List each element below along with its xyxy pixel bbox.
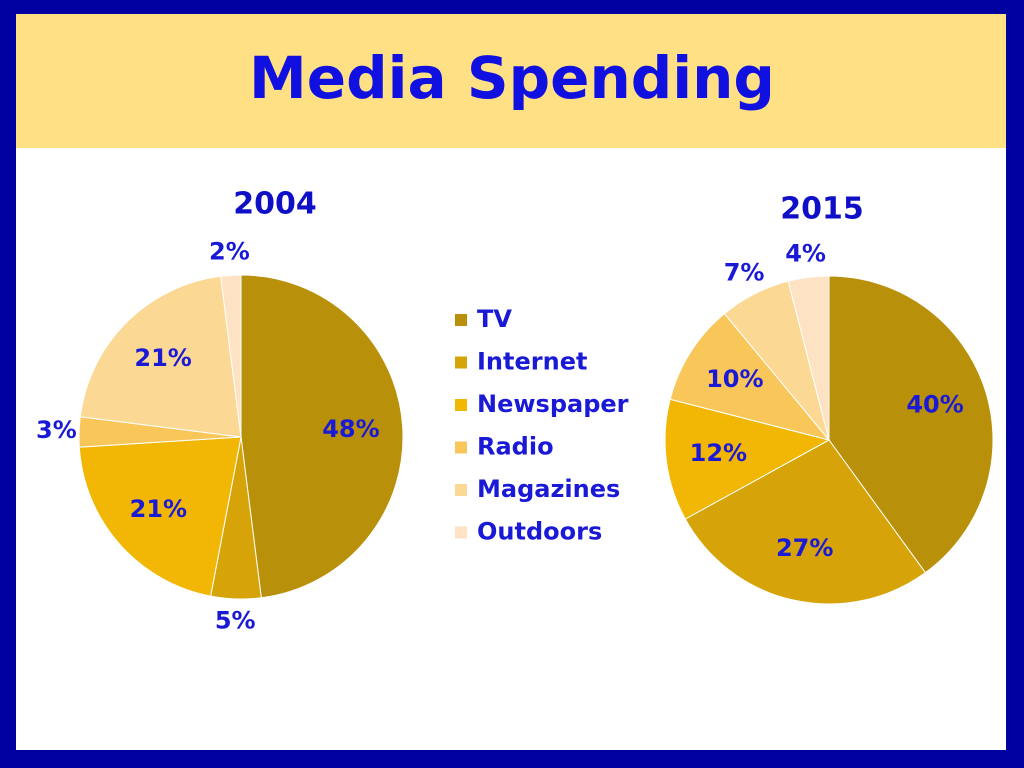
value-label: 27% (776, 534, 833, 562)
pie-slice (684, 439, 927, 605)
value-label: 21% (134, 344, 191, 372)
header (16, 14, 1006, 148)
legend-swatch (455, 484, 467, 496)
legend-swatch (455, 441, 467, 454)
pie-slice (240, 274, 404, 599)
pie-title: 2015 (780, 192, 864, 227)
pie-slice (664, 398, 831, 520)
value-label: 4% (785, 240, 826, 268)
pie-slice (669, 312, 831, 441)
legend-swatch (455, 314, 467, 326)
value-label: 2% (209, 238, 250, 266)
legend-swatch (455, 356, 467, 369)
legend-label: Radio (477, 433, 554, 461)
pie-slice (220, 274, 242, 438)
pie-slice (828, 275, 994, 574)
value-label: 48% (322, 415, 379, 443)
legend-swatch (455, 399, 467, 411)
legend-label: Outdoors (477, 518, 602, 546)
legend-label: Magazines (477, 475, 620, 503)
value-label: 7% (724, 258, 765, 286)
pie-slice (78, 436, 242, 597)
legend-swatch (455, 526, 467, 539)
value-label: 5% (215, 607, 256, 635)
value-label: 12% (690, 439, 747, 467)
value-label: 21% (130, 495, 187, 523)
pie-title: 2004 (233, 187, 317, 222)
legend-label: TV (477, 305, 512, 333)
value-label: 3% (36, 416, 77, 444)
slide-title: Media Spending (249, 44, 775, 112)
pie-slice (787, 275, 830, 441)
legend-label: Internet (477, 348, 587, 376)
legend-label: Newspaper (477, 390, 629, 418)
value-label: 10% (706, 365, 763, 393)
pie-slice (79, 275, 242, 438)
value-label: 40% (906, 391, 963, 419)
